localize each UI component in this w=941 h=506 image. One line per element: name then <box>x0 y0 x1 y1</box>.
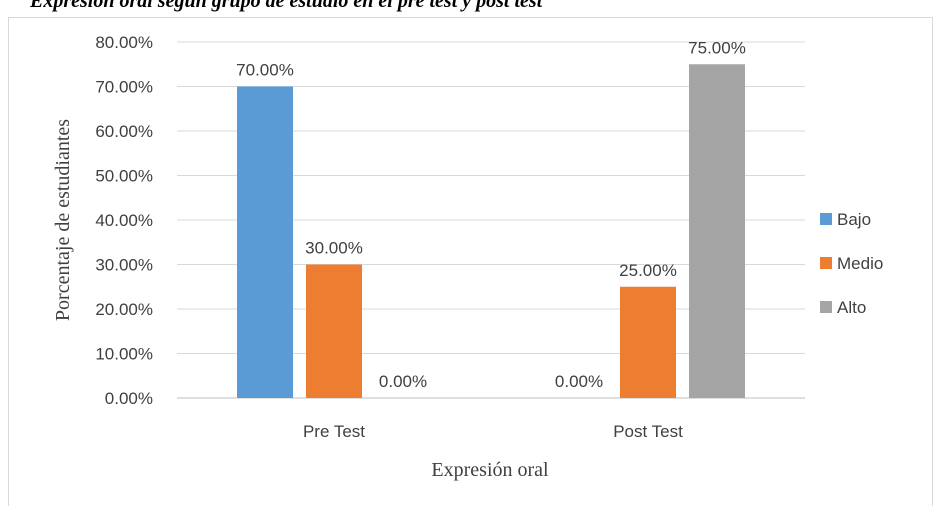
legend: Bajo Medio Alto <box>820 210 883 317</box>
x-tick-label: Post Test <box>613 422 683 441</box>
y-axis-title: Porcentaje de estudiantes <box>52 119 74 321</box>
bar-bajo <box>237 86 293 398</box>
legend-label-medio: Medio <box>837 254 883 273</box>
bar-medio <box>306 264 362 398</box>
y-tick-label: 50.00% <box>95 167 153 186</box>
legend-label-bajo: Bajo <box>837 210 871 229</box>
y-tick-label: 70.00% <box>95 78 153 97</box>
bar-medio <box>620 286 676 398</box>
legend-swatch-bajo <box>820 213 832 225</box>
bar-alto <box>689 64 745 398</box>
data-label: 0.00% <box>555 372 603 391</box>
data-label: 0.00% <box>379 372 427 391</box>
y-tick-label: 20.00% <box>95 300 153 319</box>
x-axis-ticks: Pre Test Post Test <box>303 422 683 441</box>
y-tick-label: 0.00% <box>105 389 153 408</box>
data-labels: 70.00% 30.00% 0.00% 0.00% 25.00% 75.00% <box>236 38 746 391</box>
y-tick-label: 60.00% <box>95 122 153 141</box>
data-label: 70.00% <box>236 61 294 80</box>
y-tick-label: 10.00% <box>95 345 153 364</box>
x-axis-title: Expresión oral <box>431 459 549 481</box>
y-axis-ticks: 0.00% 10.00% 20.00% 30.00% 40.00% 50.00% 60.00… <box>95 33 153 408</box>
data-label: 75.00% <box>688 38 746 57</box>
chart-frame <box>8 17 933 506</box>
data-label: 30.00% <box>305 239 363 258</box>
legend-swatch-alto <box>820 301 832 313</box>
legend-swatch-medio <box>820 257 832 269</box>
y-tick-label: 80.00% <box>95 33 153 52</box>
x-tick-label: Pre Test <box>303 422 365 441</box>
bars <box>237 64 745 398</box>
y-tick-label: 40.00% <box>95 211 153 230</box>
legend-label-alto: Alto <box>837 298 866 317</box>
data-label: 25.00% <box>619 261 677 280</box>
figure-caption: Expresión oral según grupo de estudio en… <box>30 0 543 12</box>
y-tick-label: 30.00% <box>95 256 153 275</box>
